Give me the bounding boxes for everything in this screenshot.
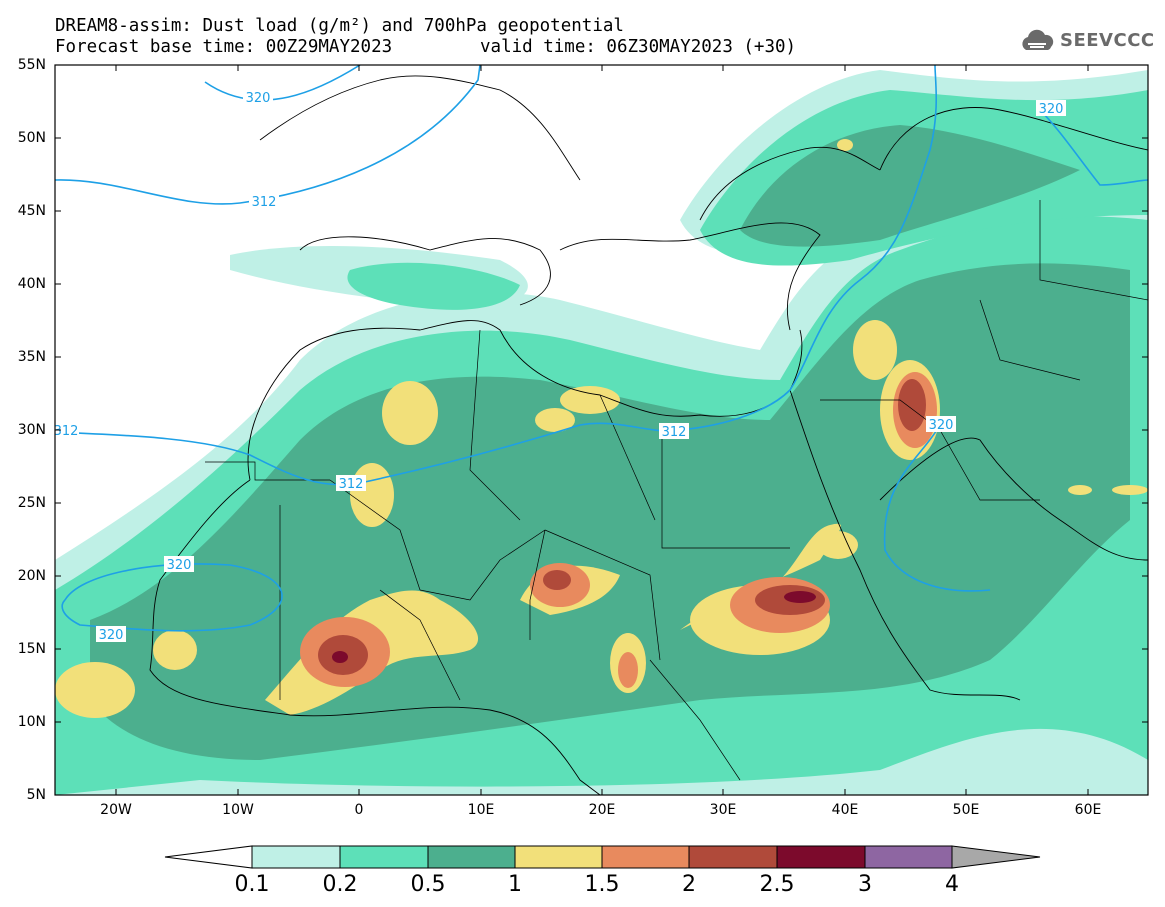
cloud-icon xyxy=(1022,29,1054,50)
axis-ticks xyxy=(55,64,1148,796)
lat-label: 25N xyxy=(17,495,46,511)
lat-label: 55N xyxy=(17,57,46,73)
logo-text: SEEVCCC xyxy=(1060,30,1155,51)
lat-label: 10N xyxy=(17,714,46,730)
country-borders xyxy=(205,200,1148,781)
colorbar-label: 1.5 xyxy=(584,872,620,897)
contour-label: 312 xyxy=(662,425,687,440)
contour-label-box xyxy=(926,416,956,432)
dust-level-2.5 xyxy=(332,591,816,663)
lat-label: 45N xyxy=(17,203,46,219)
lat-label: 5N xyxy=(26,787,46,803)
lon-label: 60E xyxy=(1074,802,1102,818)
contour-label: 320 xyxy=(929,418,954,433)
map-subtitle: Forecast base time: 00Z29MAY2023 valid ti… xyxy=(55,37,796,57)
lon-label: 40E xyxy=(831,802,859,818)
lat-label: 35N xyxy=(17,349,46,365)
colorbar-label: 0.1 xyxy=(234,872,270,897)
lat-label: 15N xyxy=(17,641,46,657)
lon-label: 30E xyxy=(709,802,737,818)
contour-label: 320 xyxy=(1039,102,1064,117)
contour-label: 312 xyxy=(54,424,79,439)
contour-label: 320 xyxy=(99,628,124,643)
lat-label: 50N xyxy=(17,130,46,146)
contour-label-box xyxy=(1036,100,1066,116)
lon-label: 20E xyxy=(588,802,616,818)
seevccc-logo: SEEVCCC xyxy=(1018,28,1158,56)
contour-label-box xyxy=(659,423,689,439)
contour-label-box xyxy=(55,422,79,438)
contour-label: 312 xyxy=(252,195,277,210)
contour-label-box xyxy=(96,626,126,642)
lon-label: 10E xyxy=(467,802,495,818)
colorbar-label: 0.5 xyxy=(410,872,446,897)
lat-label: 20N xyxy=(17,568,46,584)
colorbar-label: 2 xyxy=(682,872,696,897)
base-time: Forecast base time: 00Z29MAY2023 xyxy=(55,37,393,57)
contour-label: 312 xyxy=(339,477,364,492)
contour-label-box xyxy=(243,89,273,105)
lon-label: 10W xyxy=(222,802,254,818)
contour-label-box xyxy=(249,193,279,209)
lon-label: 0 xyxy=(354,802,364,818)
map-canvas: 320 312 320 312 312 320 320 312 320 xyxy=(54,65,1148,795)
contour-label: 320 xyxy=(246,91,271,106)
lat-label: 40N xyxy=(17,276,46,292)
colorbar-label: 3 xyxy=(858,872,872,897)
colorbar-label: 2.5 xyxy=(759,872,795,897)
contour-label: 320 xyxy=(167,558,192,573)
colorbar-label: 0.2 xyxy=(322,872,358,897)
colorbar-label: 4 xyxy=(945,872,959,897)
map-title: DREAM8-assim: Dust load (g/m²) and 700hP… xyxy=(55,16,624,36)
lon-label: 20W xyxy=(100,802,132,818)
lat-label: 30N xyxy=(17,422,46,438)
contour-label-box xyxy=(164,556,194,572)
lon-label: 50E xyxy=(952,802,980,818)
contour-labels: 320 312 320 312 312 320 320 312 320 xyxy=(54,89,1066,643)
colorbar-label: 1 xyxy=(508,872,522,897)
contour-label-box xyxy=(336,475,366,491)
valid-time: valid time: 06Z30MAY2023 (+30) xyxy=(480,37,797,57)
